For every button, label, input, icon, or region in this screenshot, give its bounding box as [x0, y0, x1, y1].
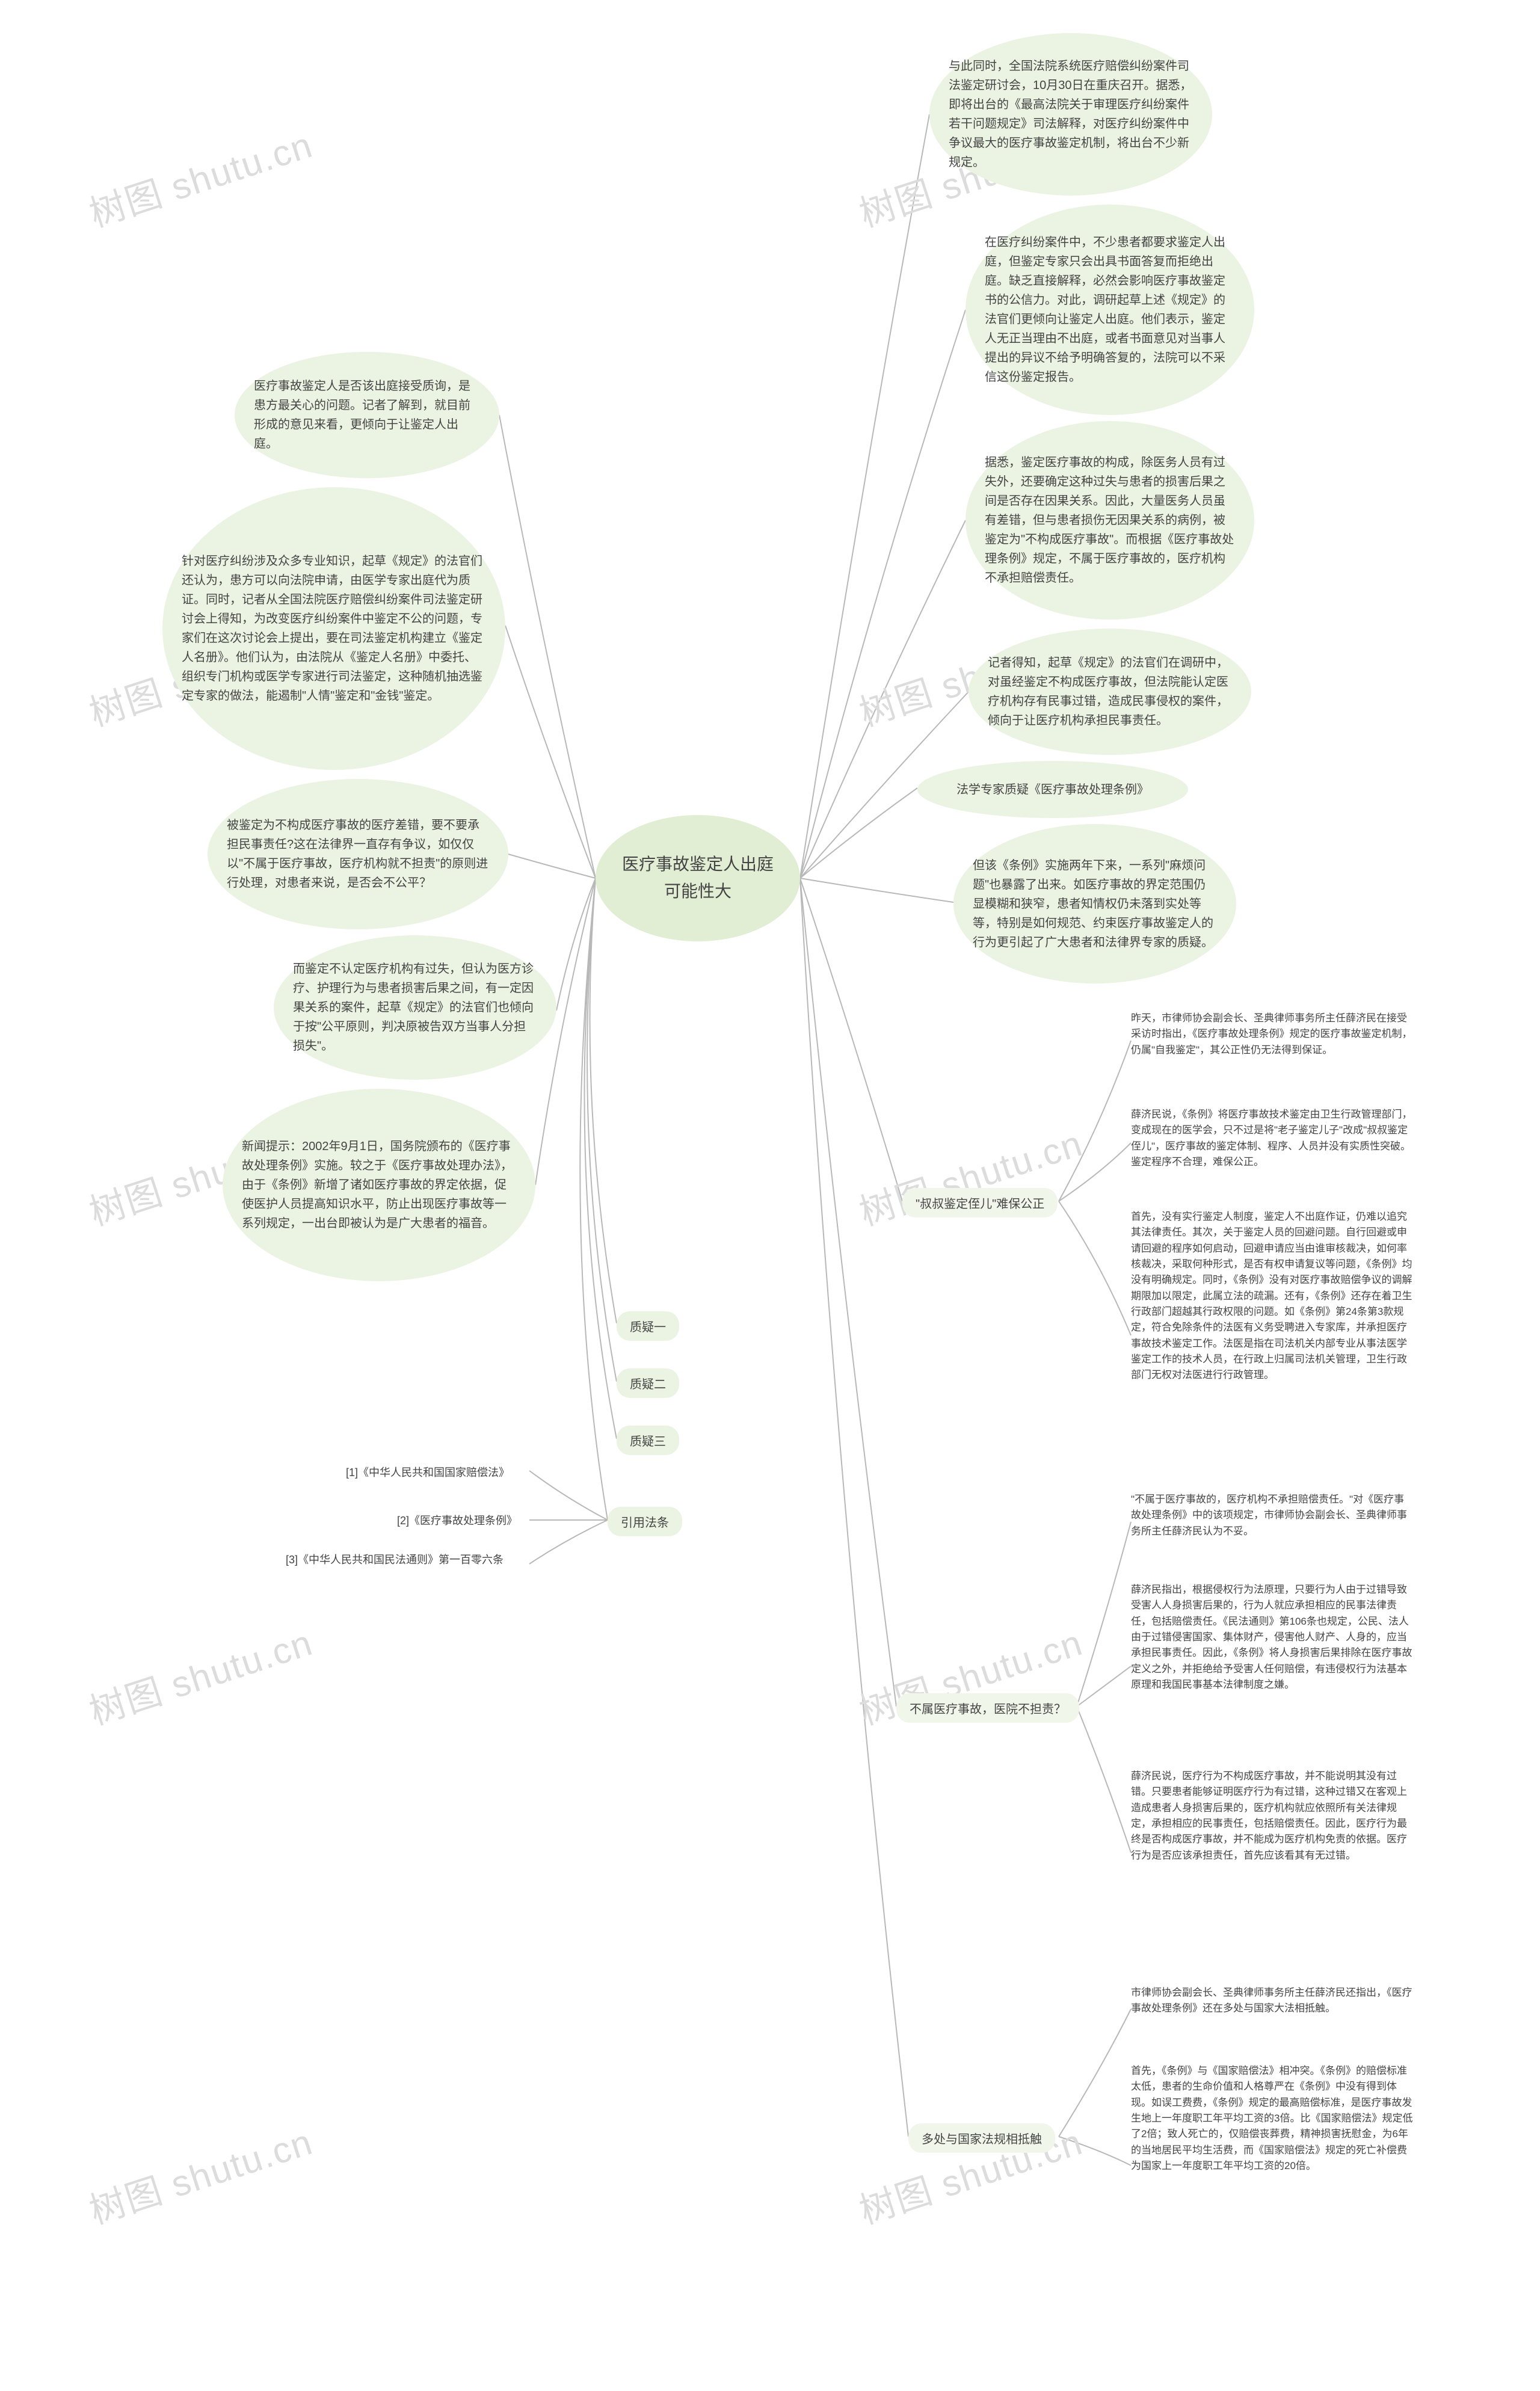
watermark: 树图 shutu.cn: [82, 1614, 319, 1735]
connector: [587, 878, 617, 1382]
connector: [499, 415, 596, 878]
watermark: 树图 shutu.cn: [82, 116, 319, 238]
watermark: 树图 shutu.cn: [852, 1115, 1089, 1236]
node-text: 在医疗纠纷案件中，不少患者都要求鉴定人出庭，但鉴定专家只会出具书面答复而拒绝出庭…: [985, 233, 1235, 387]
mind-node: 在医疗纠纷案件中，不少患者都要求鉴定人出庭，但鉴定专家只会出具书面答复而拒绝出庭…: [966, 205, 1254, 415]
connector: [590, 878, 617, 1323]
connector: [800, 520, 966, 878]
node-text: 记者得知，起草《规定》的法官们在调研中，对虽经鉴定不构成医疗事故，但法院能认定医…: [988, 653, 1232, 730]
node-text: 与此同时，全国法院系统医疗赔偿纠纷案件司法鉴定研讨会，10月30日在重庆召开。据…: [949, 57, 1193, 172]
pill-node: 不属医疗事故，医院不担责？: [896, 1693, 1079, 1723]
sub-text: 市律师协会副会长、圣典律师事务所主任薛济民还指出，《医疗事故处理条例》还在多处与…: [1131, 1985, 1414, 2017]
mind-node: 记者得知，起草《规定》的法官们在调研中，对虽经鉴定不构成医疗事故，但法院能认定医…: [969, 629, 1251, 755]
sub-text: 昨天，市律师协会副会长、圣典律师事务所主任薛济民在接受采访时指出，《医疗事故处理…: [1131, 1011, 1414, 1058]
connector: [1077, 1666, 1131, 1706]
watermark: 树图 shutu.cn: [82, 2113, 319, 2235]
law-ref: [2]《医疗事故处理条例》: [397, 1513, 517, 1530]
connector: [1059, 1041, 1131, 1201]
pill-node: 质疑三: [617, 1426, 679, 1455]
mind-node: 而鉴定不认定医疗机构有过失，但认为医方诊疗、护理行为与患者损害后果之间，有一定因…: [274, 935, 556, 1080]
mind-node: 但该《条例》实施两年下来，一系列"麻烦问题"也暴露了出来。如医疗事故的界定范围仍…: [953, 824, 1236, 983]
pill-node: 质疑一: [617, 1311, 679, 1341]
connector: [800, 788, 917, 878]
connector: [1059, 1143, 1131, 1201]
connector: [800, 878, 953, 902]
connector: [584, 878, 617, 1439]
connector: [800, 878, 896, 1706]
sub-text: "不属于医疗事故的，医疗机构不承担赔偿责任。"对《医疗事故处理条例》中的该项规定…: [1131, 1492, 1414, 1539]
node-text: 但该《条例》实施两年下来，一系列"麻烦问题"也暴露了出来。如医疗事故的界定范围仍…: [973, 856, 1217, 952]
node-text: 据悉，鉴定医疗事故的构成，除医务人员有过失外，还要确定这种过失与患者的损害后果之…: [985, 453, 1235, 588]
node-text: 针对医疗纠纷涉及众多专业知识，起草《规定》的法官们还认为，患方可以向法院申请，由…: [182, 552, 486, 706]
connector: [1077, 1522, 1131, 1706]
mind-node: 据悉，鉴定医疗事故的构成，除医务人员有过失外，还要确定这种过失与患者的损害后果之…: [966, 421, 1254, 620]
connector: [1059, 2137, 1131, 2165]
mind-node: 新闻提示：2002年9月1日，国务院颁布的《医疗事故处理条例》实施。较之于《医疗…: [223, 1089, 535, 1281]
connector: [800, 114, 929, 878]
law-ref: [3]《中华人民共和国民法通则》第一百零六条: [286, 1552, 504, 1569]
root-label: 医疗事故鉴定人出庭可能性大: [615, 851, 781, 905]
mind-node: 法学专家质疑《医疗事故处理条例》: [917, 761, 1188, 818]
connector: [580, 878, 608, 1520]
connector: [529, 1471, 608, 1520]
connector: [1059, 2009, 1131, 2137]
sub-text: 薛济民说，《条例》将医疗事故技术鉴定由卫生行政管理部门，变成现在的医学会，只不过…: [1131, 1107, 1414, 1170]
mind-node: 被鉴定为不构成医疗事故的医疗差错，要不要承担民事责任?这在法律界一直存有争议，如…: [208, 779, 508, 929]
node-text: 法学专家质疑《医疗事故处理条例》: [956, 780, 1149, 799]
pill-node: 引用法条: [608, 1507, 682, 1536]
mind-node: 医疗事故鉴定人是否该出庭接受质询，是患方最关心的问题。记者了解到，就目前形成的意…: [235, 352, 499, 478]
connector: [508, 854, 596, 878]
mind-node: 针对医疗纠纷涉及众多专业知识，起草《规定》的法官们还认为，患方可以向法院申请，由…: [162, 487, 505, 770]
law-ref: [1]《中华人民共和国国家赔偿法》: [346, 1465, 510, 1482]
pill-node: 多处与国家法规相抵触: [908, 2123, 1055, 2153]
sub-text: 薛济民指出，根据侵权行为法原理，只要行为人由于过错导致受害人人身损害后果的，行为…: [1131, 1582, 1414, 1693]
node-text: 而鉴定不认定医疗机构有过失，但认为医方诊疗、护理行为与患者损害后果之间，有一定因…: [293, 959, 537, 1056]
pill-node: 质疑二: [617, 1368, 679, 1398]
node-text: 新闻提示：2002年9月1日，国务院颁布的《医疗事故处理条例》实施。较之于《医疗…: [242, 1137, 516, 1233]
connector: [1059, 1201, 1131, 1335]
connector: [529, 1520, 608, 1564]
connector: [1077, 1706, 1131, 1853]
pill-node: "叔叔鉴定侄儿"难保公正: [902, 1188, 1058, 1217]
connector: [800, 878, 908, 2137]
sub-text: 首先，《条例》与《国家赔偿法》相冲突。《条例》的赔偿标准太低，患者的生命价值和人…: [1131, 2063, 1414, 2174]
sub-text: 首先，没有实行鉴定人制度，鉴定人不出庭作证，仍难以追究其法律责任。其次，关于鉴定…: [1131, 1209, 1414, 1383]
root-node: 医疗事故鉴定人出庭可能性大: [596, 815, 800, 941]
mind-node: 与此同时，全国法院系统医疗赔偿纠纷案件司法鉴定研讨会，10月30日在重庆召开。据…: [929, 33, 1212, 195]
node-text: 被鉴定为不构成医疗事故的医疗差错，要不要承担民事责任?这在法律界一直存有争议，如…: [227, 816, 489, 893]
node-text: 医疗事故鉴定人是否该出庭接受质询，是患方最关心的问题。记者了解到，就目前形成的意…: [254, 377, 480, 454]
connector: [505, 626, 596, 878]
sub-text: 薛济民说，医疗行为不构成医疗事故，并不能说明其没有过错。只要患者能够证明医疗行为…: [1131, 1768, 1414, 1863]
connector: [556, 878, 596, 1011]
connector: [800, 878, 902, 1201]
